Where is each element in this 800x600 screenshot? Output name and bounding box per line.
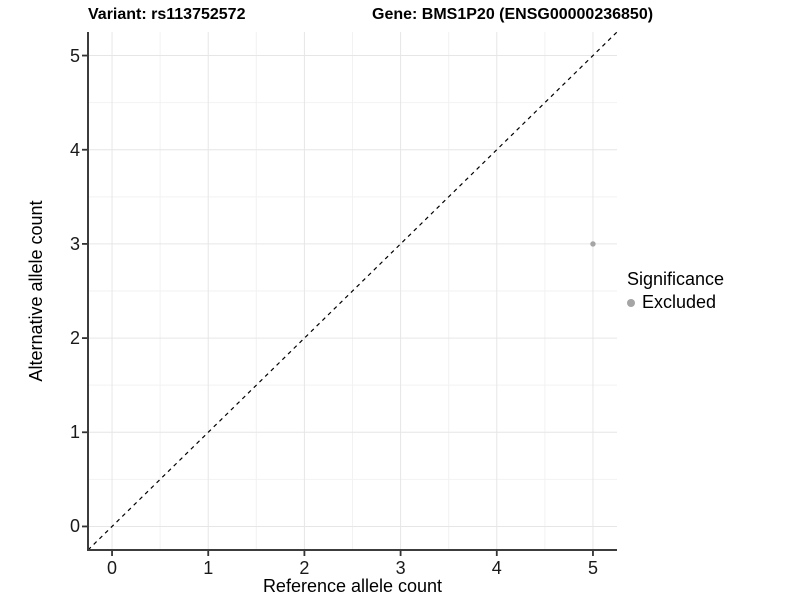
x-tick-label: 2 xyxy=(299,558,310,578)
x-tick-label: 4 xyxy=(491,558,502,578)
legend: Significance Excluded xyxy=(627,269,724,313)
plot-title-variant: Variant: rs113752572 xyxy=(88,6,246,23)
y-tick-label: 1 xyxy=(69,422,80,443)
legend-item-label: Excluded xyxy=(642,292,717,312)
x-tick-label: 5 xyxy=(587,558,598,578)
y-axis-title: Alternative allele count xyxy=(26,200,46,382)
y-tick-label: 4 xyxy=(69,139,80,160)
x-tick-label: 0 xyxy=(107,558,118,578)
y-tick-label: 3 xyxy=(69,233,80,254)
x-tick-label: 3 xyxy=(395,558,406,578)
x-tick-label: 1 xyxy=(203,558,214,578)
y-tick-label: 2 xyxy=(69,328,80,349)
legend-point-icon xyxy=(627,298,635,307)
legend-title: Significance xyxy=(627,269,725,289)
x-axis-title: Reference allele count xyxy=(262,576,443,596)
y-tick-label: 5 xyxy=(69,45,80,66)
identity-line xyxy=(87,31,618,551)
y-tick-label: 0 xyxy=(69,516,80,537)
legend-item-excluded: Excluded xyxy=(627,292,724,313)
data-point xyxy=(590,241,596,247)
plot-title-gene: Gene: BMS1P20 (ENSG00000236850) xyxy=(372,6,654,23)
